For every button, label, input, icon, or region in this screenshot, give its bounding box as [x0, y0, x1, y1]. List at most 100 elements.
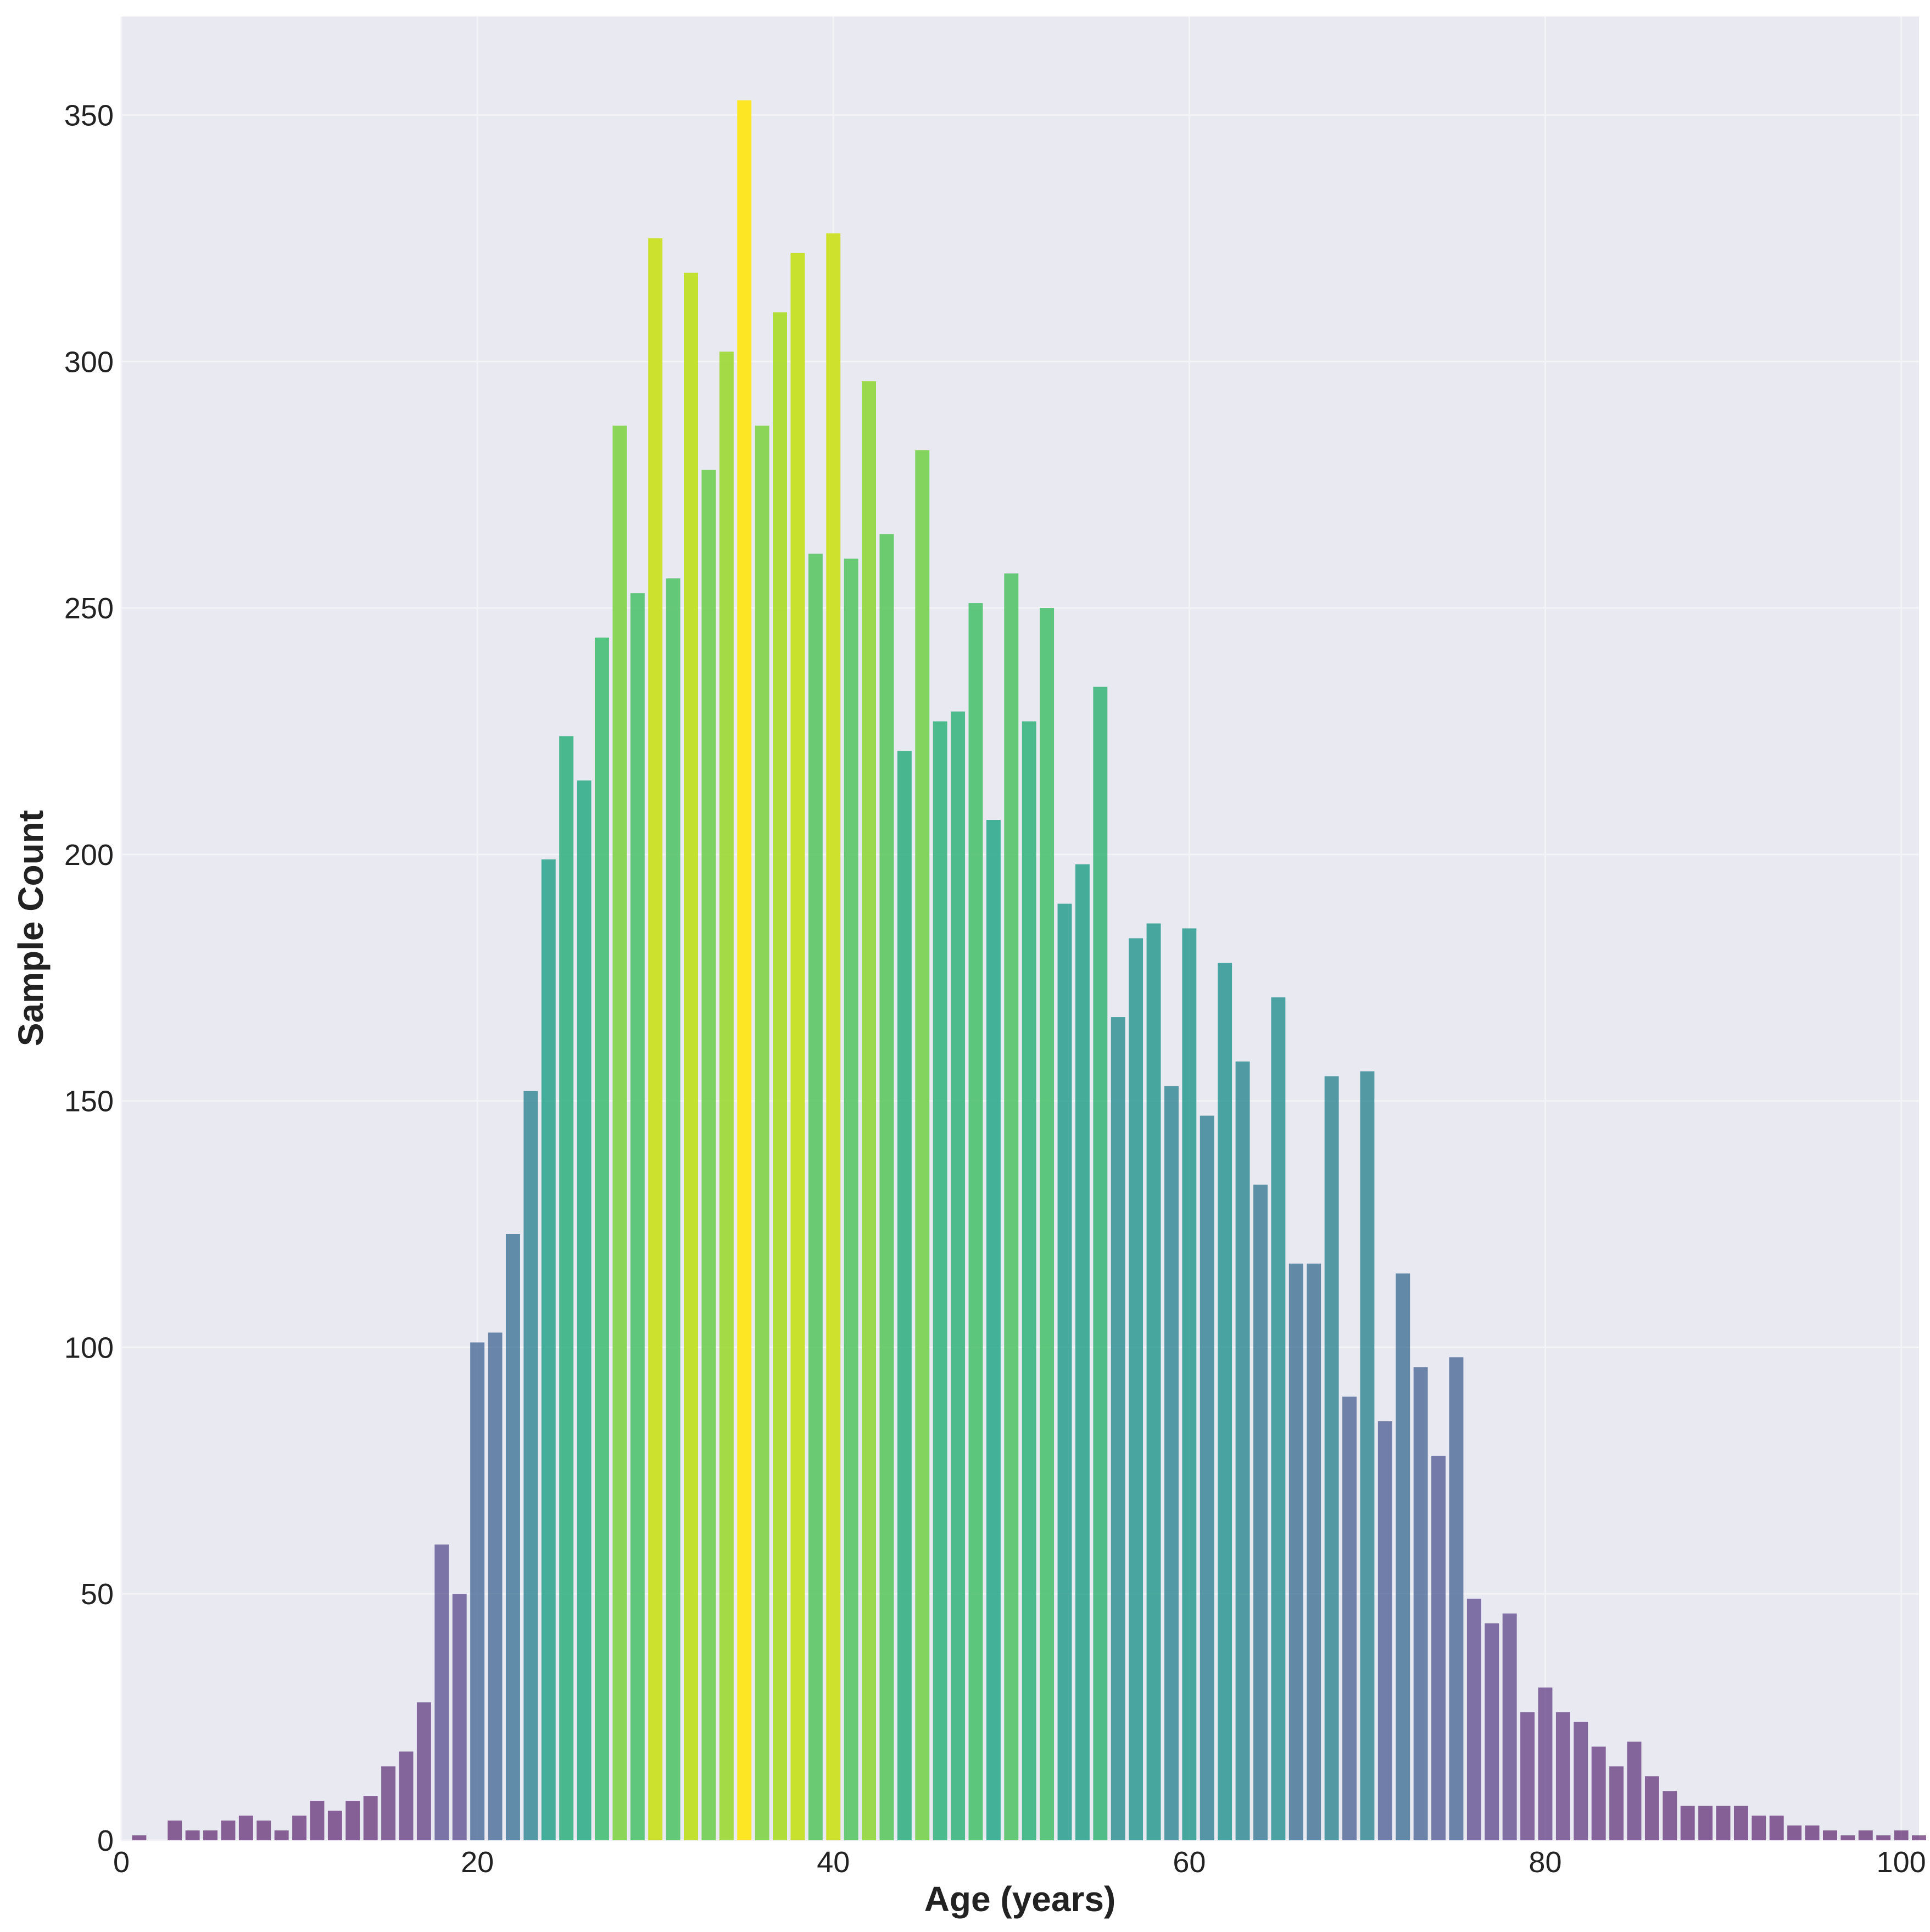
- y-tick-label: 100: [64, 1331, 114, 1364]
- plot-area: [121, 16, 1919, 1840]
- bar-age-88: [1680, 1806, 1695, 1840]
- bar-age-29: [630, 593, 645, 1840]
- bar-age-56: [1111, 1017, 1125, 1840]
- y-tick-label: 350: [64, 99, 114, 132]
- bar-age-28: [612, 425, 627, 1841]
- bar-age-69: [1342, 1397, 1357, 1840]
- bar-age-67: [1307, 1263, 1321, 1840]
- bar-age-89: [1698, 1806, 1713, 1840]
- bar-age-6: [221, 1821, 236, 1840]
- bar-age-51: [1022, 721, 1036, 1840]
- bar-age-59: [1164, 1086, 1179, 1840]
- bar-age-17: [416, 1702, 431, 1840]
- bar-age-54: [1075, 864, 1090, 1840]
- bar-age-39: [808, 554, 823, 1840]
- bar-age-21: [488, 1332, 503, 1840]
- y-tick-label: 0: [97, 1824, 114, 1857]
- bar-age-41: [844, 559, 858, 1841]
- bar-age-35: [737, 100, 752, 1841]
- y-tick-label: 50: [81, 1578, 114, 1611]
- bar-age-8: [256, 1821, 271, 1840]
- bar-age-68: [1324, 1076, 1339, 1840]
- bar-age-90: [1716, 1806, 1731, 1840]
- bar-age-85: [1627, 1741, 1642, 1840]
- bar-age-82: [1574, 1722, 1588, 1840]
- y-axis-label: Sample Count: [11, 810, 51, 1046]
- bar-age-87: [1663, 1791, 1677, 1840]
- bar-age-92: [1751, 1816, 1766, 1840]
- bar-age-83: [1591, 1746, 1606, 1840]
- bar-age-34: [719, 351, 734, 1840]
- bar-age-27: [594, 637, 609, 1841]
- bar-age-23: [523, 1091, 538, 1840]
- bar-age-78: [1502, 1613, 1517, 1840]
- bar-age-24: [541, 859, 556, 1840]
- x-tick-label: 100: [1877, 1846, 1926, 1879]
- bar-age-96: [1823, 1830, 1837, 1840]
- bar-age-4: [185, 1830, 200, 1840]
- bar-age-22: [505, 1233, 520, 1840]
- bar-age-30: [648, 238, 663, 1841]
- bar-age-81: [1555, 1712, 1570, 1840]
- bar-age-38: [790, 253, 805, 1840]
- bar-age-63: [1235, 1061, 1250, 1840]
- bar-age-100: [1894, 1830, 1909, 1840]
- bar-age-15: [381, 1766, 396, 1840]
- bar-age-61: [1200, 1115, 1214, 1840]
- bar-age-101: [1912, 1835, 1926, 1840]
- bar-age-36: [755, 425, 769, 1841]
- bar-age-26: [577, 780, 592, 1840]
- bar-age-45: [915, 450, 930, 1841]
- bar-age-76: [1466, 1599, 1481, 1840]
- bar-age-93: [1769, 1816, 1784, 1840]
- y-tick-label: 200: [64, 839, 114, 872]
- bar-age-75: [1449, 1357, 1464, 1840]
- bar-age-14: [363, 1796, 378, 1840]
- bar-age-5: [203, 1830, 217, 1840]
- bar-age-46: [933, 721, 947, 1840]
- bar-age-64: [1253, 1185, 1268, 1840]
- bar-age-10: [292, 1816, 307, 1840]
- bar-age-57: [1129, 938, 1144, 1840]
- x-tick-label: 0: [113, 1846, 130, 1879]
- bar-age-70: [1360, 1071, 1375, 1840]
- bar-age-58: [1146, 923, 1161, 1840]
- bar-age-47: [951, 711, 966, 1840]
- x-tick-label: 20: [461, 1846, 494, 1879]
- bar-age-18: [434, 1544, 449, 1840]
- bar-age-44: [897, 751, 912, 1840]
- x-tick-label: 80: [1529, 1846, 1561, 1879]
- bar-age-12: [327, 1811, 342, 1840]
- bar-age-52: [1040, 608, 1055, 1840]
- bar-age-16: [399, 1751, 414, 1840]
- bar-age-55: [1093, 686, 1108, 1840]
- bar-age-80: [1538, 1687, 1553, 1840]
- bar-age-86: [1644, 1776, 1659, 1840]
- y-tick-label: 150: [64, 1085, 114, 1118]
- bar-age-91: [1733, 1806, 1748, 1840]
- bar-age-11: [310, 1801, 325, 1840]
- bar-age-99: [1876, 1835, 1891, 1840]
- bar-age-97: [1840, 1835, 1855, 1840]
- bar-age-66: [1288, 1263, 1303, 1840]
- bar-age-98: [1858, 1830, 1873, 1840]
- bars-group: [132, 100, 1926, 1841]
- bar-age-31: [666, 578, 680, 1840]
- x-tick-label: 40: [817, 1846, 850, 1879]
- bar-age-95: [1805, 1825, 1820, 1840]
- bar-age-13: [345, 1801, 360, 1840]
- bar-age-25: [559, 736, 574, 1840]
- bar-age-60: [1182, 928, 1197, 1840]
- bar-age-65: [1271, 997, 1286, 1840]
- bar-age-53: [1057, 903, 1072, 1840]
- bar-age-37: [773, 312, 787, 1840]
- x-axis-label: Age (years): [924, 1879, 1116, 1919]
- bar-age-40: [826, 233, 841, 1841]
- bar-age-71: [1377, 1421, 1392, 1840]
- bar-age-20: [470, 1342, 485, 1840]
- bar-age-42: [862, 381, 877, 1841]
- bar-age-94: [1787, 1825, 1802, 1840]
- y-tick-label: 300: [64, 345, 114, 378]
- bar-age-50: [1004, 573, 1019, 1840]
